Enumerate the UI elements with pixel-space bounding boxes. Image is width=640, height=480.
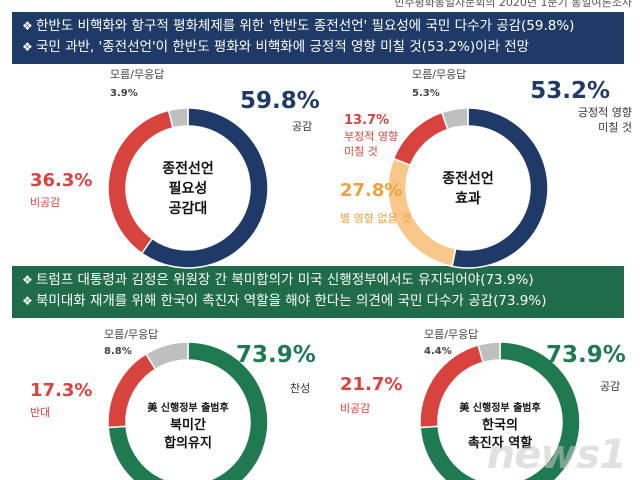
slice-value-label: 27.8%	[340, 180, 402, 201]
diamond-icon: ❖	[22, 40, 33, 54]
diamond-icon: ❖	[22, 19, 33, 33]
donut-center-label: 합의유지	[164, 435, 212, 451]
donut-center-label: 공감대	[169, 200, 208, 217]
slice-category-label: 별 영향 없을 것	[340, 212, 411, 225]
donut-slice	[140, 107, 269, 269]
banner-line: ❖ 한반도 비핵화와 항구적 평화체제를 위한 '한반도 종전선언' 필요성에 국…	[22, 16, 614, 37]
banner-line-text: 국민 과반, '종전선언'이 한반도 평화와 비핵화에 긍정적 영향 미칠 것(…	[36, 39, 530, 55]
slice-category-label: 비공감	[30, 196, 60, 209]
slice-category-label: 반대	[30, 406, 50, 419]
slice-category-label: 공감	[600, 380, 620, 393]
slice-category-label: 공감	[292, 120, 312, 133]
donut-slice	[419, 344, 485, 429]
donut-chart: 73.9% 공감 21.7% 비공감 4.4% 모름/무응답 美 신행정부 출범후한국의촉진…	[340, 328, 626, 480]
header-strip: 민주평화통일자문회의 2020년 1분기 통일여론조사	[0, 0, 640, 12]
donut-slice	[451, 107, 549, 269]
slice-category-line: 부정적 영향	[344, 130, 398, 143]
diamond-icon: ❖	[22, 273, 33, 287]
donut-slice	[107, 109, 174, 255]
donut-chart: 73.9% 찬성 17.3% 반대 8.8% 모름/무응답 美 신행정부 출범후북미간합의유…	[30, 328, 316, 480]
banner-line: ❖ 국민 과반, '종전선언'이 한반도 평화와 비핵화에 긍정적 영향 미칠 것…	[22, 37, 614, 58]
donut-slice	[419, 341, 581, 480]
slice-value-label: 5.3%	[412, 88, 440, 99]
slice-value-label: 36.3%	[30, 170, 92, 191]
slice-category-label: 모름/무응답	[424, 328, 478, 341]
donut-slice	[107, 352, 157, 429]
donut-center-label: 종전선언	[162, 160, 214, 177]
donut-center-label: 효과	[455, 191, 481, 207]
slice-value-label: 8.8%	[104, 346, 132, 357]
donut-slice	[477, 341, 501, 364]
banner-line-text: 트럼프 대통령과 김정은 위원장 간 북미합의가 미국 신행정부에서도 유지되어…	[36, 272, 534, 288]
banner-line: ❖ 북미대화 재개를 위해 한국이 촉진자 역할을 해야 한다는 의견에 국민 다…	[22, 291, 614, 312]
donut-chart: 53.2%긍정적 영향 미칠 것27.8%별 영향 없을 것13.7%부정적 영향…	[340, 68, 632, 269]
diamond-icon: ❖	[22, 294, 33, 308]
slice-category-label: 찬성	[290, 381, 310, 395]
slice-value-label: 73.9%	[236, 342, 316, 368]
slice-value-label: 13.7%	[344, 113, 389, 128]
donut-center-label: 북미간	[170, 417, 206, 433]
banner-line: ❖ 트럼프 대통령과 김정은 위원장 간 북미합의가 미국 신행정부에서도 유지되…	[22, 270, 614, 291]
banner-line-text: 한반도 비핵화와 항구적 평화체제를 위한 '한반도 종전선언' 필요성에 국민…	[36, 18, 575, 34]
banner-line-text: 북미대화 재개를 위해 한국이 촉진자 역할을 해야 한다는 의견에 국민 다수…	[36, 293, 547, 309]
slice-category-line: 긍정적 영향	[578, 106, 632, 119]
top-banner: ❖ 한반도 비핵화와 항구적 평화체제를 위한 '한반도 종전선언' 필요성에 국…	[12, 12, 624, 64]
donut-center-label: 종전선언	[442, 170, 494, 187]
donut-center-label: 美 신행정부 출범후	[459, 401, 540, 414]
donut-slice	[440, 107, 469, 131]
slice-value-label: 21.7%	[340, 374, 402, 395]
donut-slice	[107, 341, 269, 480]
source-text: 민주평화통일자문회의 2020년 1분기 통일여론조사	[394, 0, 632, 9]
donut-center-label: 필요성	[169, 180, 208, 197]
news1-watermark: news1	[486, 432, 627, 478]
slice-value-label: 73.9%	[546, 342, 626, 368]
slice-value-label: 3.9%	[110, 88, 138, 99]
donut-center-label: 촉진자 역할	[468, 435, 532, 451]
slice-value-label: 53.2%	[530, 78, 610, 104]
donut-center-label: 한국의	[482, 417, 518, 433]
donut-slice	[167, 107, 189, 129]
slice-value-label: 59.8%	[240, 88, 320, 114]
slice-category-line: 미칠 것	[598, 121, 632, 134]
slice-category-label: 비공감	[340, 402, 370, 415]
slice-category-label: 모름/무응답	[104, 328, 158, 341]
donut-center-label: 美 신행정부 출범후	[147, 401, 228, 414]
slice-value-label: 4.4%	[424, 346, 452, 357]
bottom-banner: ❖ 트럼프 대통령과 김정은 위원장 간 북미합의가 미국 신행정부에서도 유지되…	[12, 266, 624, 318]
slice-category-label: 모름/무응답	[110, 68, 164, 81]
slice-value-label: 17.3%	[30, 380, 92, 401]
donut-slice	[144, 341, 189, 371]
slice-category-line: 미칠 것	[344, 145, 378, 158]
donut-slice	[392, 111, 449, 167]
slice-category-label: 모름/무응답	[412, 68, 466, 81]
